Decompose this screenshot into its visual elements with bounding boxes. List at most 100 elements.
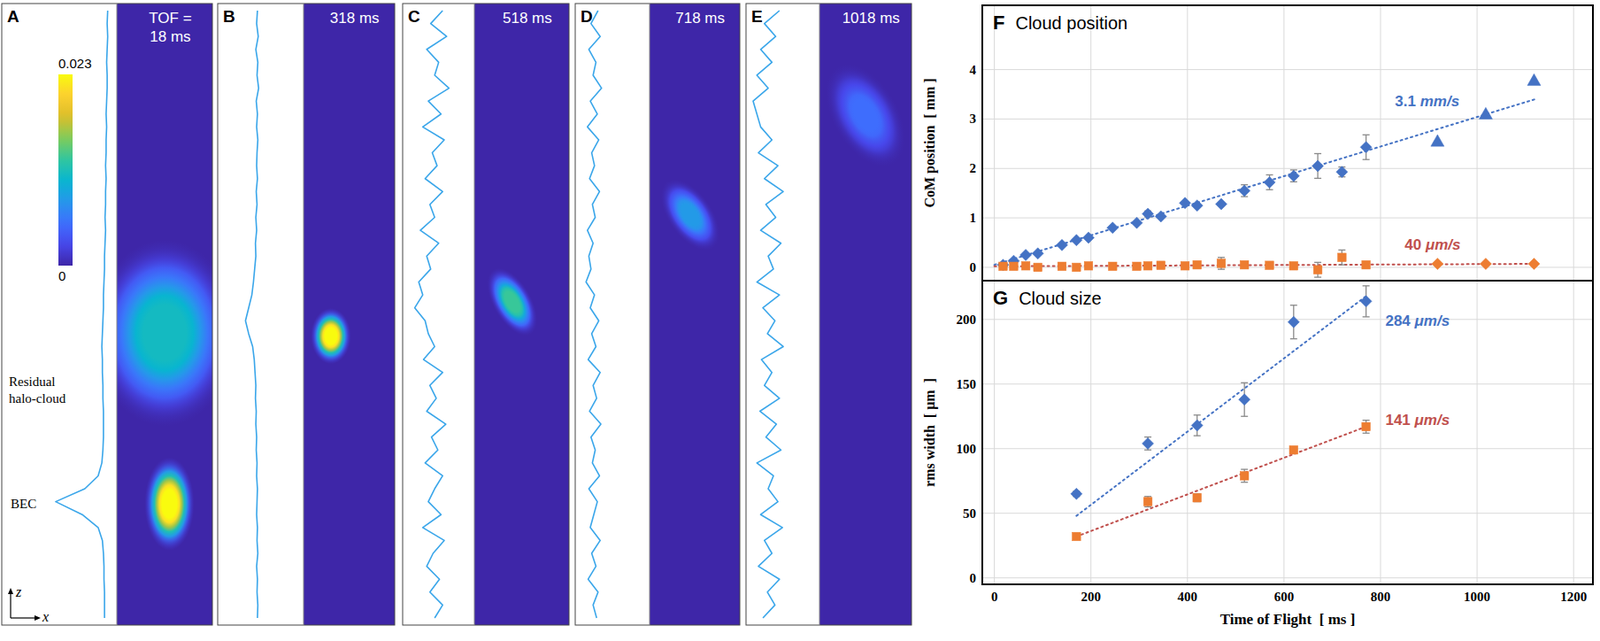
data-point (1360, 141, 1372, 154)
data-point (1430, 134, 1445, 147)
panel-letter: A (7, 7, 20, 26)
colorbar (58, 74, 73, 266)
data-point (1107, 261, 1117, 271)
density-profile (415, 10, 450, 618)
image-panel: E1018 ms (746, 3, 922, 625)
tof-label: 318 ms (330, 9, 380, 27)
atom-cloud (819, 50, 912, 180)
error-bar (1217, 257, 1225, 270)
data-point (1238, 184, 1251, 197)
error-bar-cap (1217, 256, 1225, 258)
y-axis-title: rms width [ μm ] (922, 377, 939, 487)
chart-title: GCloud size (992, 286, 1102, 309)
panel-letter: C (407, 7, 421, 26)
data-point (1083, 231, 1095, 244)
fit-line (1076, 426, 1366, 537)
plot-background (982, 5, 1593, 281)
y-tick-label: 4 (969, 62, 977, 77)
panel-divider (649, 3, 651, 625)
fit-line (1076, 296, 1366, 516)
error-bar-cap (1314, 261, 1322, 263)
fit-label-number: 40 (1404, 236, 1426, 254)
error-bar-cap (1217, 269, 1225, 270)
tof-label: 1018 ms (842, 9, 900, 27)
panel-letter: F (992, 11, 1005, 34)
data-point (1130, 216, 1143, 229)
panel-letter: G (992, 286, 1008, 309)
data-point (1479, 258, 1492, 270)
data-point (1180, 261, 1190, 270)
error-bar-cap (1193, 414, 1201, 416)
absorption-image (649, 3, 740, 625)
error-bar-cap (1362, 432, 1370, 434)
data-point (1238, 393, 1251, 406)
axis-x-label: x (41, 608, 49, 624)
grid-line-x (1186, 5, 1188, 281)
panel-letter: B (223, 7, 236, 26)
grid-line-x (1573, 5, 1575, 281)
y-tick-label: 2 (969, 161, 977, 176)
error-bar-cap (1362, 159, 1370, 161)
data-point (1239, 260, 1249, 270)
fit-label: 284 μm/s (1384, 312, 1450, 330)
data-point (1527, 73, 1541, 85)
fit-label-unit: mm/s (1420, 92, 1460, 110)
y-tick-label: 50 (962, 506, 977, 521)
data-point (1265, 261, 1275, 270)
y-axis-title: CoM position [ mm ] (922, 77, 939, 208)
axis-arrowhead (7, 587, 14, 594)
panel-border (402, 3, 570, 625)
plot-frame (982, 280, 1593, 585)
error-bar (1144, 496, 1152, 508)
profile-strip (402, 3, 475, 625)
y-tick-label: 0 (969, 260, 977, 275)
data-point (1263, 176, 1276, 188)
profile-strip (746, 3, 820, 625)
density-profile (753, 10, 784, 618)
data-point (1287, 315, 1300, 328)
density-profile (585, 10, 602, 618)
data-point (1360, 295, 1372, 308)
absorption-image (303, 3, 395, 625)
chart-title: FCloud position (992, 11, 1128, 34)
chart-panel: 012343.1 mm/s40 μm/sFCloud positionCoM p… (922, 5, 1594, 281)
x-tick-label: 200 (1080, 589, 1101, 604)
error-bar-cap (1362, 419, 1370, 421)
axis-arrowhead (34, 615, 41, 621)
error-bar (1240, 469, 1248, 483)
colorbar-tick-label: 0.023 (58, 55, 93, 71)
grid-line-y (982, 447, 1593, 449)
grid-line-y (982, 69, 1593, 70)
tof-prefix: TOF = (148, 9, 192, 27)
halo-label: Residualhalo-cloud (8, 374, 67, 406)
panel-divider (303, 3, 305, 625)
cloud-layer (476, 260, 547, 344)
y-tick-label: 100 (956, 441, 977, 456)
grid-line-x (1380, 5, 1382, 281)
chart-panel: 050100150200020040060080010001200284 μm/… (922, 280, 1594, 628)
data-point (1287, 169, 1300, 182)
data-point (1313, 265, 1323, 275)
profile-strip (575, 3, 650, 625)
atom-cloud (144, 456, 194, 550)
cloud-layer (310, 307, 351, 364)
error-bar (1338, 249, 1346, 265)
error-bar (1193, 493, 1201, 502)
data-point (1192, 492, 1202, 502)
plot-area (1070, 285, 1372, 541)
plot-area (994, 73, 1541, 277)
fit-label: 3.1 mm/s (1394, 92, 1460, 110)
tof-label: 518 ms (502, 9, 553, 27)
grid-line-x (1283, 5, 1285, 281)
grid-line-y (982, 318, 1593, 320)
x-axis-title: Time of Flight [ ms ] (1220, 610, 1356, 628)
error-bar-cap (1362, 134, 1370, 136)
data-point (1143, 261, 1153, 270)
image-panel: C 518 ms (402, 3, 570, 625)
error-bar (1314, 261, 1322, 277)
error-bar-cap (1240, 415, 1248, 417)
data-point (1143, 497, 1153, 507)
tof-label: 718 ms (675, 9, 725, 27)
data-point (1072, 262, 1082, 272)
data-point (1191, 200, 1203, 212)
